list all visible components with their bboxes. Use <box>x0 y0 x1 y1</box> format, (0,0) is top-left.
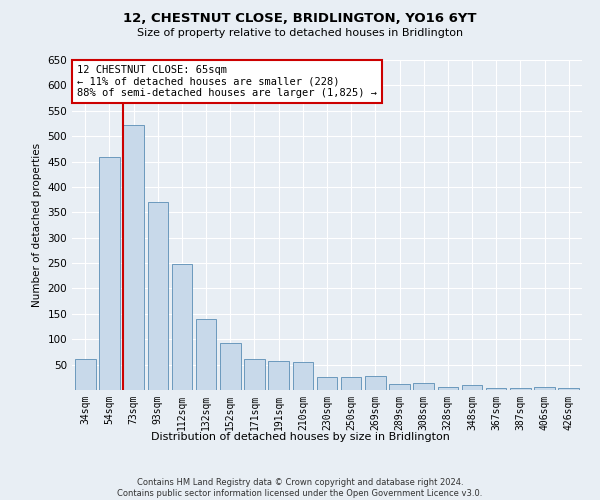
Text: 12 CHESTNUT CLOSE: 65sqm
← 11% of detached houses are smaller (228)
88% of semi-: 12 CHESTNUT CLOSE: 65sqm ← 11% of detach… <box>77 65 377 98</box>
Text: Contains HM Land Registry data © Crown copyright and database right 2024.
Contai: Contains HM Land Registry data © Crown c… <box>118 478 482 498</box>
Bar <box>510 388 530 390</box>
Bar <box>462 386 482 390</box>
Y-axis label: Number of detached properties: Number of detached properties <box>32 143 42 307</box>
Text: Size of property relative to detached houses in Bridlington: Size of property relative to detached ho… <box>137 28 463 38</box>
Bar <box>196 319 217 390</box>
Bar <box>148 202 168 390</box>
Bar <box>172 264 192 390</box>
Bar <box>437 387 458 390</box>
Bar <box>317 377 337 390</box>
Bar <box>413 384 434 390</box>
Bar <box>268 361 289 390</box>
Bar <box>365 376 386 390</box>
Bar <box>559 388 579 390</box>
Text: Distribution of detached houses by size in Bridlington: Distribution of detached houses by size … <box>151 432 449 442</box>
Bar <box>220 343 241 390</box>
Bar <box>244 358 265 390</box>
Bar <box>341 377 361 390</box>
Bar <box>99 158 120 390</box>
Bar <box>124 125 144 390</box>
Bar <box>75 358 95 390</box>
Bar <box>389 384 410 390</box>
Bar <box>293 362 313 390</box>
Text: 12, CHESTNUT CLOSE, BRIDLINGTON, YO16 6YT: 12, CHESTNUT CLOSE, BRIDLINGTON, YO16 6Y… <box>123 12 477 26</box>
Bar <box>534 388 555 390</box>
Bar <box>486 388 506 390</box>
